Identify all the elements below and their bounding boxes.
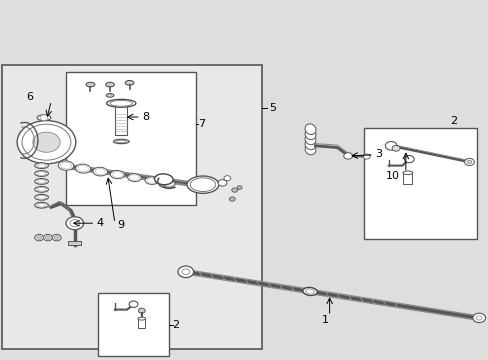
Bar — [403, 173, 411, 184]
Ellipse shape — [37, 195, 46, 199]
Ellipse shape — [145, 177, 158, 184]
Ellipse shape — [190, 178, 215, 192]
Ellipse shape — [110, 100, 132, 106]
Circle shape — [472, 313, 485, 323]
Ellipse shape — [302, 287, 317, 296]
Circle shape — [37, 236, 41, 239]
Ellipse shape — [37, 203, 46, 207]
Text: 2: 2 — [449, 116, 456, 126]
Ellipse shape — [116, 140, 126, 143]
Ellipse shape — [35, 163, 48, 168]
Circle shape — [466, 160, 471, 164]
Bar — [66, 72, 195, 205]
Circle shape — [404, 156, 413, 163]
Ellipse shape — [162, 180, 175, 187]
Circle shape — [70, 220, 80, 227]
Circle shape — [224, 176, 230, 181]
Ellipse shape — [35, 202, 48, 208]
Bar — [364, 128, 476, 239]
Ellipse shape — [93, 167, 107, 176]
Ellipse shape — [112, 172, 122, 177]
Circle shape — [182, 269, 189, 275]
Text: 5: 5 — [268, 103, 275, 113]
Ellipse shape — [58, 161, 74, 170]
Circle shape — [475, 316, 481, 320]
Ellipse shape — [164, 181, 173, 186]
Circle shape — [218, 180, 226, 186]
Ellipse shape — [113, 139, 129, 144]
Ellipse shape — [37, 172, 46, 175]
Ellipse shape — [305, 144, 315, 155]
Ellipse shape — [37, 188, 46, 191]
Text: 8: 8 — [142, 112, 149, 122]
Ellipse shape — [129, 175, 139, 180]
Text: 2: 2 — [172, 320, 180, 330]
Circle shape — [138, 308, 145, 313]
Text: 6: 6 — [26, 92, 33, 102]
Ellipse shape — [186, 176, 219, 193]
Ellipse shape — [106, 99, 136, 107]
Circle shape — [178, 266, 193, 278]
Ellipse shape — [61, 162, 71, 169]
Circle shape — [231, 188, 237, 192]
Ellipse shape — [305, 289, 314, 294]
Ellipse shape — [78, 166, 88, 172]
Bar — [68, 241, 81, 245]
Circle shape — [66, 217, 83, 230]
Circle shape — [237, 186, 242, 189]
Ellipse shape — [95, 168, 105, 175]
Bar — [115, 101, 127, 135]
Ellipse shape — [110, 170, 124, 179]
Ellipse shape — [402, 171, 412, 175]
Ellipse shape — [147, 178, 156, 183]
Ellipse shape — [127, 174, 141, 181]
Ellipse shape — [106, 94, 114, 97]
Circle shape — [391, 145, 399, 151]
Ellipse shape — [305, 134, 315, 145]
Bar — [2, 65, 261, 349]
Circle shape — [54, 236, 59, 239]
Circle shape — [363, 154, 369, 159]
Circle shape — [343, 153, 352, 159]
Text: 3: 3 — [374, 149, 381, 159]
Circle shape — [17, 121, 76, 164]
Circle shape — [52, 234, 61, 241]
Ellipse shape — [125, 81, 134, 85]
Circle shape — [22, 124, 71, 160]
Ellipse shape — [105, 82, 114, 87]
Circle shape — [385, 141, 396, 150]
Ellipse shape — [76, 164, 90, 173]
Ellipse shape — [37, 180, 46, 183]
Text: 9: 9 — [117, 220, 124, 230]
Ellipse shape — [305, 124, 315, 135]
Ellipse shape — [108, 94, 112, 96]
Circle shape — [464, 158, 473, 166]
Ellipse shape — [37, 115, 51, 121]
Text: 4: 4 — [96, 218, 103, 228]
Ellipse shape — [86, 82, 95, 87]
Circle shape — [393, 147, 397, 150]
Circle shape — [40, 115, 48, 121]
Bar — [98, 293, 168, 356]
Ellipse shape — [305, 129, 315, 140]
Ellipse shape — [35, 186, 48, 192]
Ellipse shape — [35, 194, 48, 200]
Circle shape — [43, 234, 52, 241]
Ellipse shape — [305, 139, 315, 150]
Circle shape — [35, 234, 43, 241]
Ellipse shape — [37, 164, 46, 167]
Ellipse shape — [138, 317, 145, 320]
Circle shape — [45, 236, 50, 239]
Ellipse shape — [35, 171, 48, 176]
Bar — [138, 319, 145, 328]
Text: 1: 1 — [322, 315, 328, 324]
Ellipse shape — [154, 174, 173, 185]
Text: 7: 7 — [198, 119, 205, 129]
Circle shape — [229, 197, 235, 201]
Circle shape — [33, 132, 60, 152]
Text: 10: 10 — [386, 171, 400, 181]
Ellipse shape — [35, 179, 48, 184]
Circle shape — [129, 301, 138, 307]
